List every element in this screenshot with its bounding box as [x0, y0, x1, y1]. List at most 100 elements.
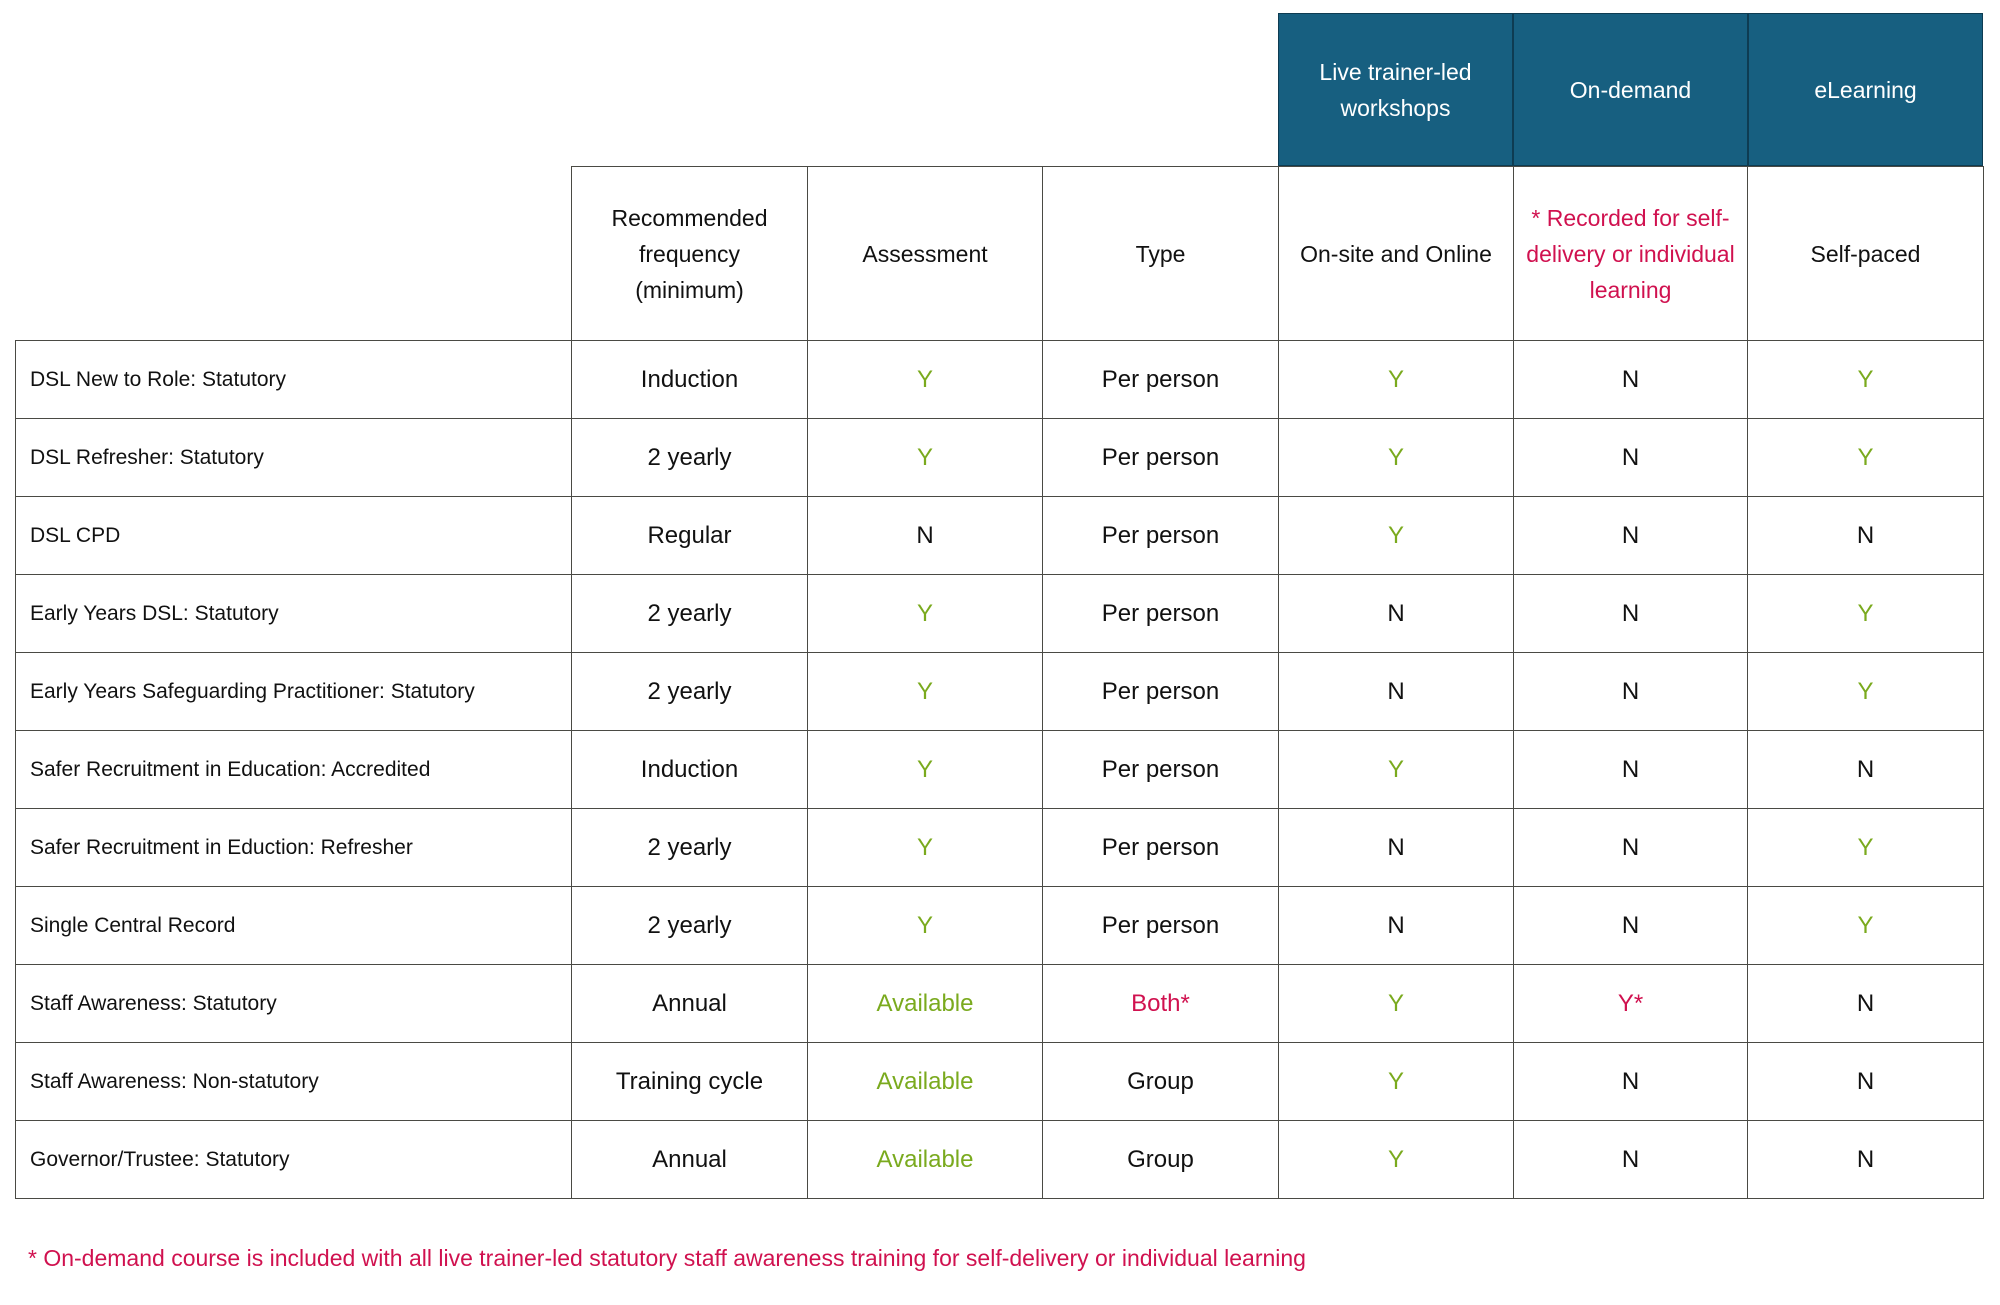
cell-type: Per person — [1042, 886, 1279, 965]
cell-elearning: N — [1747, 496, 1984, 575]
cell-live: Y — [1278, 1042, 1514, 1121]
cell-on-demand: N — [1513, 1042, 1748, 1121]
table-row: Single Central Record 2 yearly Y Per person… — [15, 886, 1984, 965]
header-recorded: * Recorded for self-delivery or individu… — [1513, 166, 1748, 341]
cell-course: Early Years Safeguarding Practitioner: S… — [15, 652, 572, 731]
cell-on-demand: N — [1513, 808, 1748, 887]
footnote: * On-demand course is included with all … — [28, 1245, 1306, 1271]
header-assessment: Assessment — [807, 166, 1043, 341]
cell-type: Per person — [1042, 730, 1279, 809]
header-self-paced: Self-paced — [1747, 166, 1984, 341]
header-live-workshops: Live trainer-led workshops — [1278, 13, 1513, 166]
cell-live: Y — [1278, 340, 1514, 419]
table-row: Early Years DSL: Statutory 2 yearly Y Per p… — [15, 574, 1984, 653]
cell-on-demand: Y* — [1513, 964, 1748, 1043]
cell-type: Group — [1042, 1042, 1279, 1121]
cell-type: Per person — [1042, 496, 1279, 575]
cell-course: Early Years DSL: Statutory — [15, 574, 572, 653]
cell-assessment: Available — [807, 1042, 1043, 1121]
cell-course: Staff Awareness: Statutory — [15, 964, 572, 1043]
cell-assessment: Y — [807, 418, 1043, 497]
cell-on-demand: N — [1513, 652, 1748, 731]
cell-live: N — [1278, 808, 1514, 887]
cell-course: Safer Recruitment in Education: Accredit… — [15, 730, 572, 809]
header-elearning: eLearning — [1748, 13, 1983, 166]
cell-live: Y — [1278, 964, 1514, 1043]
cell-live: N — [1278, 574, 1514, 653]
cell-course: Single Central Record — [15, 886, 572, 965]
cell-on-demand: N — [1513, 886, 1748, 965]
cell-on-demand: N — [1513, 340, 1748, 419]
column-header-row: Recommended frequency (minimum) Assessme… — [15, 166, 1984, 341]
cell-assessment: Y — [807, 340, 1043, 419]
cell-elearning: Y — [1747, 340, 1984, 419]
cell-elearning: Y — [1747, 418, 1984, 497]
table-row: Safer Recruitment in Eduction: Refresher… — [15, 808, 1984, 887]
cell-assessment: Y — [807, 886, 1043, 965]
table-row: Governor/Trustee: Statutory Annual Availab… — [15, 1120, 1984, 1199]
cell-on-demand: N — [1513, 730, 1748, 809]
cell-elearning: Y — [1747, 574, 1984, 653]
cell-elearning: N — [1747, 1042, 1984, 1121]
cell-frequency: 2 yearly — [571, 652, 808, 731]
cell-type: Both* — [1042, 964, 1279, 1043]
cell-course: Staff Awareness: Non-statutory — [15, 1042, 572, 1121]
cell-type: Per person — [1042, 808, 1279, 887]
cell-type: Per person — [1042, 418, 1279, 497]
cell-elearning: Y — [1747, 652, 1984, 731]
cell-frequency: 2 yearly — [571, 808, 808, 887]
cell-assessment: Y — [807, 808, 1043, 887]
cell-course: Governor/Trustee: Statutory — [15, 1120, 572, 1199]
table-row: DSL CPD Regular N Per person Y N N — [15, 496, 1984, 575]
table-row: DSL Refresher: Statutory 2 yearly Y Per per… — [15, 418, 1984, 497]
cell-assessment: Available — [807, 1120, 1043, 1199]
cell-assessment: Y — [807, 652, 1043, 731]
training-table: Recommended frequency (minimum) Assessme… — [15, 166, 1984, 1199]
cell-assessment: Y — [807, 574, 1043, 653]
cell-frequency: Annual — [571, 1120, 808, 1199]
delivery-method-headers: Live trainer-led workshops On-demand eLe… — [1278, 13, 1983, 166]
cell-live: Y — [1278, 730, 1514, 809]
table-row: Early Years Safeguarding Practitioner: S… — [15, 652, 1984, 731]
table-row: DSL New to Role: Statutory Induction Y Per … — [15, 340, 1984, 419]
table-row: Staff Awareness: Non-statutory Training c… — [15, 1042, 1984, 1121]
cell-live: Y — [1278, 1120, 1514, 1199]
cell-live: N — [1278, 652, 1514, 731]
cell-type: Per person — [1042, 340, 1279, 419]
cell-elearning: Y — [1747, 886, 1984, 965]
header-frequency: Recommended frequency (minimum) — [571, 166, 808, 341]
cell-assessment: Available — [807, 964, 1043, 1043]
cell-elearning: N — [1747, 1120, 1984, 1199]
header-type: Type — [1042, 166, 1279, 341]
cell-frequency: Annual — [571, 964, 808, 1043]
cell-assessment: N — [807, 496, 1043, 575]
cell-course: Safer Recruitment in Eduction: Refresher — [15, 808, 572, 887]
cell-course: DSL New to Role: Statutory — [15, 340, 572, 419]
cell-frequency: 2 yearly — [571, 574, 808, 653]
cell-course: DSL CPD — [15, 496, 572, 575]
table-row: Staff Awareness: Statutory Annual Availabl… — [15, 964, 1984, 1043]
cell-on-demand: N — [1513, 574, 1748, 653]
cell-live: N — [1278, 886, 1514, 965]
cell-elearning: N — [1747, 730, 1984, 809]
cell-on-demand: N — [1513, 496, 1748, 575]
header-onsite-online: On-site and Online — [1278, 166, 1514, 341]
cell-assessment: Y — [807, 730, 1043, 809]
cell-elearning: Y — [1747, 808, 1984, 887]
cell-on-demand: N — [1513, 418, 1748, 497]
cell-on-demand: N — [1513, 1120, 1748, 1199]
table-row: Safer Recruitment in Education: Accredit… — [15, 730, 1984, 809]
cell-live: Y — [1278, 496, 1514, 575]
cell-live: Y — [1278, 418, 1514, 497]
cell-frequency: 2 yearly — [571, 886, 808, 965]
cell-frequency: Regular — [571, 496, 808, 575]
cell-type: Per person — [1042, 574, 1279, 653]
cell-type: Per person — [1042, 652, 1279, 731]
cell-frequency: Training cycle — [571, 1042, 808, 1121]
cell-elearning: N — [1747, 964, 1984, 1043]
header-on-demand: On-demand — [1513, 13, 1748, 166]
cell-frequency: Induction — [571, 340, 808, 419]
cell-course: DSL Refresher: Statutory — [15, 418, 572, 497]
cell-frequency: 2 yearly — [571, 418, 808, 497]
empty-corner — [15, 166, 572, 341]
